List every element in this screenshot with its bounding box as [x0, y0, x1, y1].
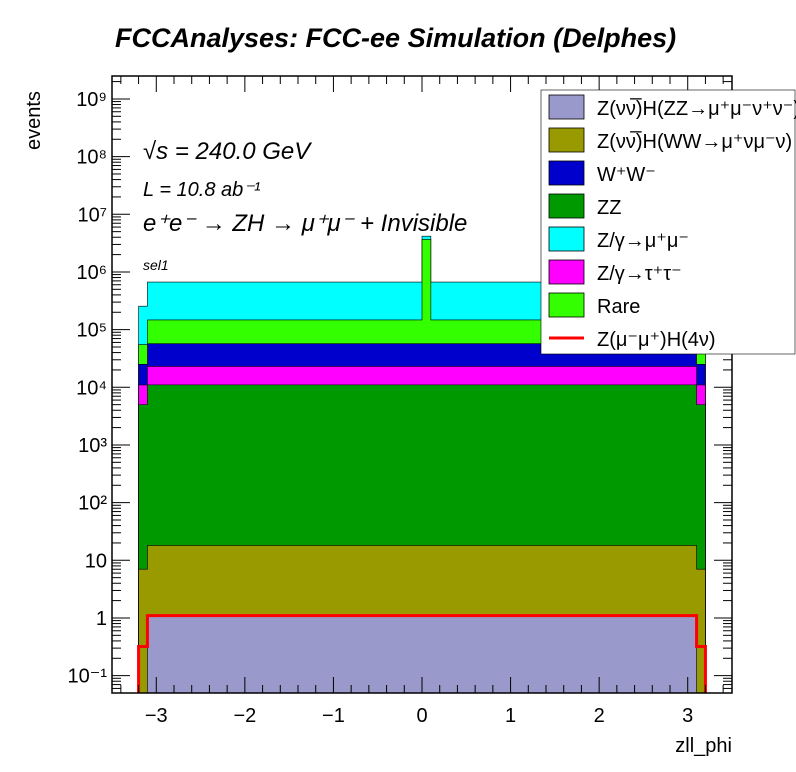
legend-swatch — [548, 127, 585, 153]
y-tick-label: 10⁶ — [77, 262, 107, 284]
legend-swatch — [548, 292, 585, 318]
legend-entry-label: Z/γ→τ⁺τ⁻ — [597, 263, 682, 285]
legend-entry-label: W⁺W⁻ — [597, 164, 656, 186]
histogram-stack — [138, 235, 706, 693]
histogram-series — [147, 615, 697, 693]
legend-entry-label: Z(νν̅)H(WW→μ⁺νμ⁻ν) — [597, 130, 792, 153]
y-tick-label: 1 — [96, 608, 107, 630]
x-tick-label: 3 — [682, 705, 693, 727]
y-axis-label: events — [23, 91, 45, 150]
y-tick-label: 10⁴ — [76, 377, 107, 399]
y-tick-label: 10³ — [78, 435, 107, 457]
legend-entry-label: Rare — [597, 296, 640, 318]
x-tick-label: 0 — [416, 705, 427, 727]
legend-swatch — [548, 160, 585, 186]
y-tick-label: 10 — [85, 550, 107, 572]
x-tick-label: 1 — [505, 705, 516, 727]
y-tick-label: 10⁵ — [76, 320, 107, 342]
x-tick-label: −2 — [233, 705, 256, 727]
legend-entry-label: Z/γ→μ⁺μ⁻ — [597, 230, 689, 252]
y-tick-label: 10² — [78, 493, 107, 515]
page-title: FCCAnalyses: FCC-ee Simulation (Delphes) — [115, 23, 676, 53]
signal-line — [137, 614, 707, 693]
legend: Z(νν̅)H(ZZ→μ⁺μ⁻ν⁺ν⁻) Z(νν̅)H(WW→μ⁺νμ⁻ν) W⁺… — [540, 89, 796, 355]
process-label: e⁺e⁻ → ZH → μ⁺μ⁻ + Invisible — [143, 210, 467, 237]
y-tick-label: 10⁷ — [78, 204, 107, 226]
x-tick-label: −1 — [322, 705, 345, 727]
y-tick-label: 10⁻¹ — [68, 666, 108, 688]
energy-label: √s = 240.0 GeV — [143, 138, 312, 165]
legend-swatch — [548, 226, 585, 252]
y-tick-label: 10⁸ — [76, 147, 107, 169]
x-axis-label: zll_phi — [675, 735, 732, 757]
x-tick-label: −3 — [145, 705, 168, 727]
y-tick-label: 10⁹ — [76, 89, 107, 111]
legend-swatch — [548, 193, 585, 219]
lumi-label: L = 10.8 ab⁻¹ — [143, 179, 261, 201]
selection-label: sel1 — [143, 257, 169, 273]
legend-entry-label: ZZ — [597, 197, 621, 219]
legend-entry-label: Z(νν̅)H(ZZ→μ⁺μ⁻ν⁺ν⁻) — [597, 97, 796, 120]
x-tick-label: 2 — [594, 705, 605, 727]
legend-swatch — [548, 94, 585, 120]
legend-entry-label: Z(μ⁻μ⁺)H(4ν) — [597, 329, 716, 351]
legend-swatch — [548, 259, 585, 285]
signal-line-layer — [137, 614, 707, 693]
